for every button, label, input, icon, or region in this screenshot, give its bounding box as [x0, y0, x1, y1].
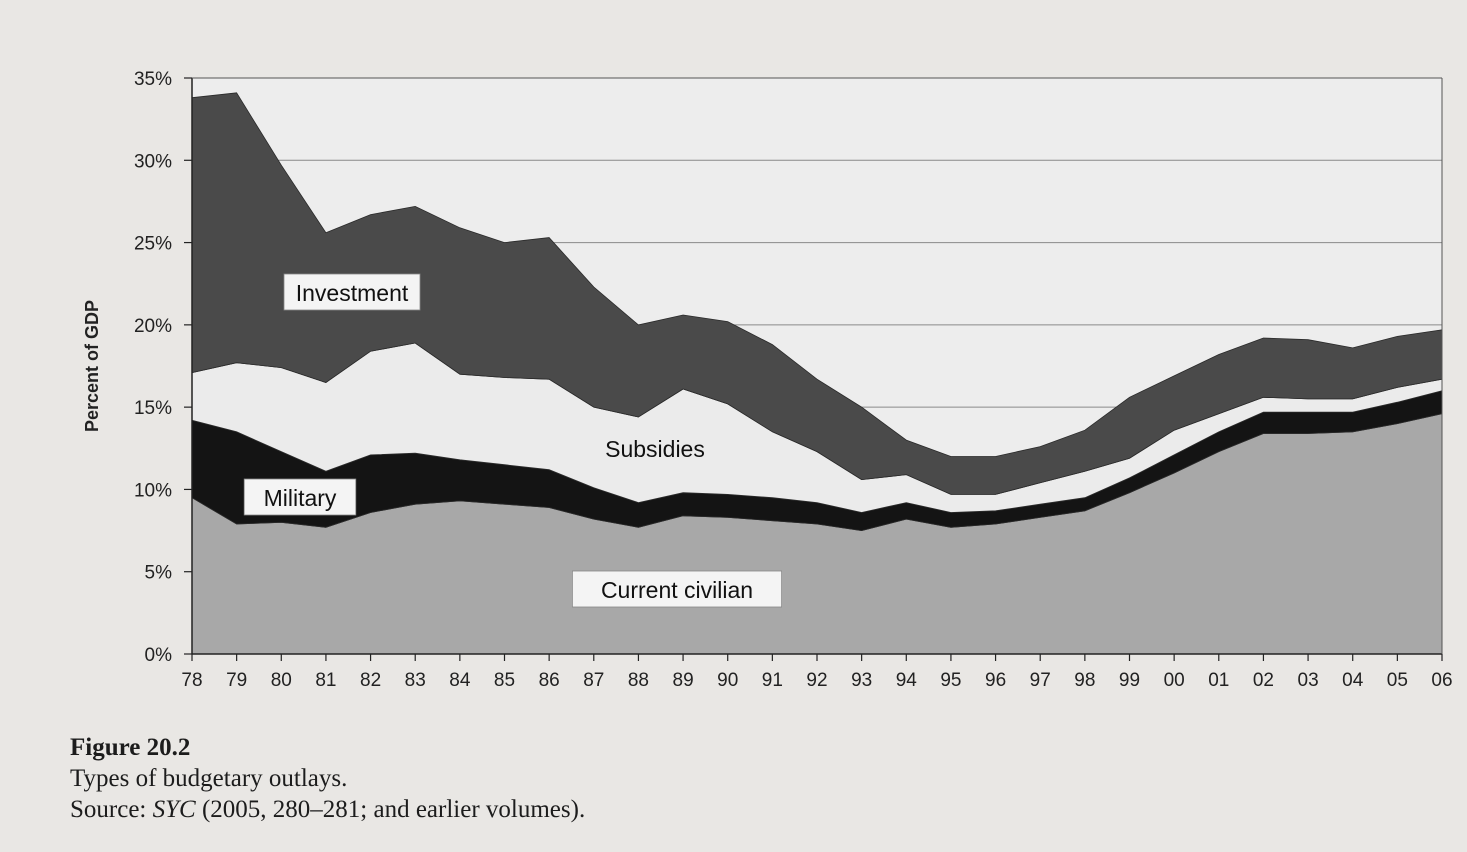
x-tick-label: 84: [449, 670, 471, 691]
x-tick-label: 06: [1431, 670, 1452, 691]
y-axis-title: Percent of GDP: [82, 300, 102, 432]
source-prefix: Source:: [70, 796, 153, 823]
y-tick-label: 35%: [134, 69, 172, 90]
y-tick-label: 5%: [145, 563, 173, 584]
x-tick-label: 88: [628, 670, 649, 691]
figure-title: Types of budgetary outlays.: [70, 765, 348, 792]
x-tick-label: 90: [717, 670, 738, 691]
figure-caption: Figure 20.2 Types of budgetary outlays. …: [70, 732, 585, 825]
x-tick-label: 91: [762, 670, 783, 691]
x-tick-label: 80: [271, 670, 292, 691]
series-label-box-current-civilian: [572, 570, 783, 608]
x-tick-label: 78: [181, 670, 202, 691]
series-label-military: Military: [264, 485, 337, 511]
x-tick-label: 01: [1208, 670, 1229, 691]
x-tick-label: 85: [494, 670, 515, 691]
figure-source: Source: SYC (2005, 280–281; and earlier …: [70, 794, 585, 825]
series-label-current-civilian: Current civilian: [601, 577, 753, 603]
y-tick-label: 15%: [134, 398, 172, 419]
x-tick-label: 86: [539, 670, 560, 691]
x-tick-label: 81: [315, 670, 336, 691]
x-tick-label: 97: [1030, 670, 1051, 691]
source-rest: (2005, 280–281; and earlier volumes).: [195, 796, 586, 823]
x-tick-label: 99: [1119, 670, 1140, 691]
series-label-investment: Investment: [296, 280, 409, 306]
series-label-subsidies: Subsidies: [605, 436, 705, 462]
x-tick-label: 04: [1342, 670, 1364, 691]
x-tick-label: 87: [583, 670, 604, 691]
x-tick-label: 03: [1298, 670, 1319, 691]
y-tick-label: 10%: [134, 480, 172, 501]
x-tick-label: 05: [1387, 670, 1408, 691]
x-tick-label: 95: [940, 670, 961, 691]
x-tick-label: 93: [851, 670, 872, 691]
x-tick-label: 83: [405, 670, 426, 691]
x-tick-label: 96: [985, 670, 1006, 691]
series-label-box-military: [243, 478, 357, 516]
x-tick-label: 02: [1253, 670, 1274, 691]
x-tick-label: 89: [673, 670, 694, 691]
x-tick-label: 94: [896, 670, 918, 691]
x-tick-label: 92: [806, 670, 827, 691]
figure-label: Figure 20.2: [70, 734, 191, 761]
x-tick-label: 98: [1074, 670, 1095, 691]
y-tick-label: 25%: [134, 234, 172, 255]
y-tick-label: 20%: [134, 316, 172, 337]
y-tick-label: 0%: [145, 645, 173, 666]
source-italic: SYC: [152, 796, 196, 823]
x-tick-label: 82: [360, 670, 381, 691]
y-tick-label: 30%: [134, 151, 172, 172]
x-tick-label: 79: [226, 670, 247, 691]
series-label-box-investment: [283, 273, 421, 311]
x-tick-label: 00: [1164, 670, 1185, 691]
